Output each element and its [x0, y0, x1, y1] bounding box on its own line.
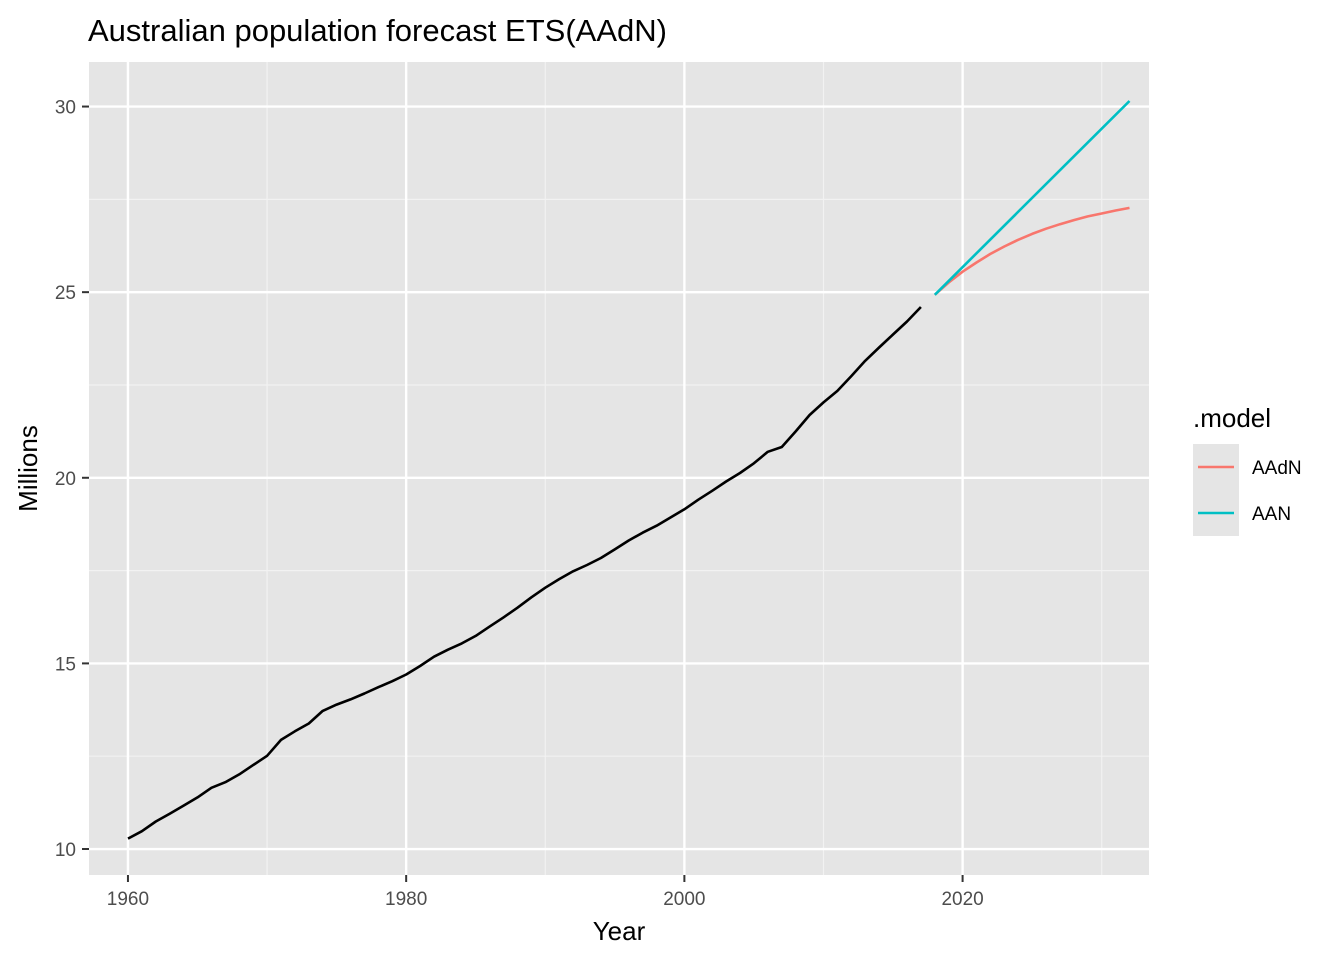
x-tick-label: 1960 [107, 889, 149, 910]
legend-label-aadn: AAdN [1252, 458, 1302, 479]
x-axis-title: Year [593, 916, 646, 946]
legend: .model AAdN AAN [1193, 403, 1302, 536]
plot-panel [89, 62, 1149, 875]
y-tick-label: 15 [55, 654, 76, 675]
series-line-aan [933, 100, 1131, 296]
y-tick-label: 20 [55, 469, 76, 490]
legend-key-background [1193, 444, 1239, 536]
x-tick-label: 2020 [941, 889, 983, 910]
y-tick-label: 10 [55, 840, 76, 861]
legend-label-aan: AAN [1252, 504, 1291, 525]
x-tick-label: 1980 [385, 889, 427, 910]
series-line-aadn [933, 206, 1130, 296]
grid-lines [89, 62, 1149, 875]
y-axis-title: Millions [13, 425, 43, 512]
series-lines [127, 100, 1131, 840]
y-tick-label: 30 [55, 98, 76, 119]
x-tick-label: 2000 [663, 889, 705, 910]
y-tick-label: 25 [55, 283, 76, 304]
axes: 1960 1980 2000 2020 10 15 20 25 30 [55, 98, 984, 910]
chart-title: Australian population forecast ETS(AAdN) [88, 13, 667, 48]
series-line-observed [127, 306, 922, 840]
legend-title: .model [1193, 403, 1271, 433]
